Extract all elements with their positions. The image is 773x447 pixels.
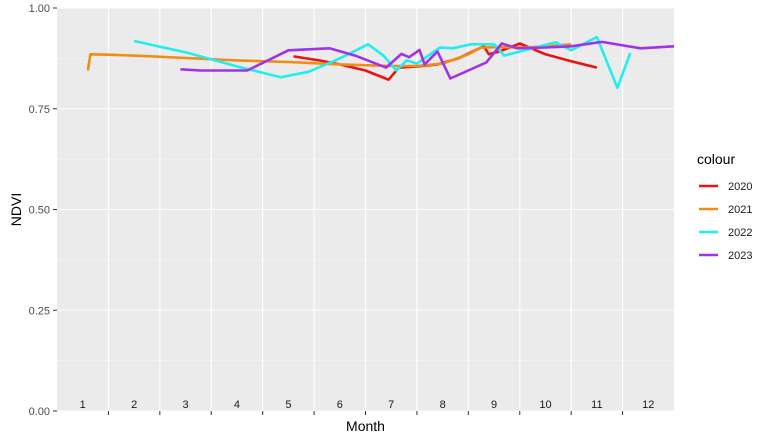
month-label: 7 [388, 399, 394, 411]
month-label: 8 [440, 399, 446, 411]
month-label: 1 [80, 399, 86, 411]
legend-items: 2020 2021 2022 2023 [699, 181, 752, 262]
y-tick-label: 1.00 [29, 3, 50, 15]
legend-label-2020: 2020 [728, 181, 752, 193]
month-label: 11 [591, 399, 602, 411]
legend: colour 2020 2021 2022 2023 [697, 151, 752, 262]
series-lines [86, 35, 675, 90]
month-label: 2 [131, 399, 137, 411]
grid-major [57, 7, 674, 412]
x-axis-title: Month [346, 418, 385, 434]
series-line-2023 [180, 40, 675, 80]
month-label: 3 [182, 399, 188, 411]
month-label: 12 [642, 399, 654, 411]
legend-label-2021: 2021 [728, 204, 752, 216]
month-label: 5 [285, 399, 291, 411]
y-tick-label: 0.00 [29, 406, 50, 418]
month-label: 10 [539, 399, 551, 411]
y-tick-label: 0.25 [29, 305, 50, 317]
legend-label-2022: 2022 [728, 227, 752, 239]
axes: 0.00 0.25 0.50 0.75 1.00 [29, 3, 624, 418]
month-label: 6 [337, 399, 343, 411]
month-labels: 1 2 3 4 5 6 7 8 9 10 11 12 [80, 399, 655, 411]
y-tick-label: 0.75 [29, 104, 50, 116]
y-axis-title: NDVI [8, 193, 24, 226]
month-label: 4 [234, 399, 240, 411]
month-label: 9 [491, 399, 497, 411]
y-tick-label: 0.50 [29, 205, 50, 217]
legend-label-2023: 2023 [728, 250, 752, 262]
legend-title: colour [697, 151, 735, 167]
